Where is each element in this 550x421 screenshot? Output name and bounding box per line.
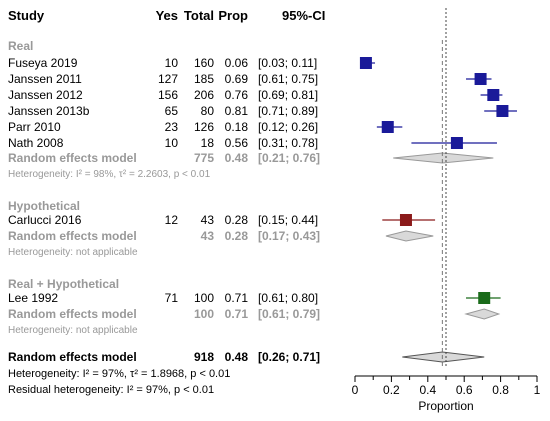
study-point: [478, 292, 491, 304]
study-name: Janssen 2011: [8, 72, 82, 86]
study-yes: 156: [158, 88, 178, 102]
subgroup-summary-total: 775: [194, 151, 214, 165]
x-tick-label: 1: [534, 383, 541, 397]
study-yes: 10: [165, 56, 179, 70]
study-point: [381, 121, 394, 133]
x-tick-label: 0.2: [383, 383, 400, 397]
study-name: Nath 2008: [8, 136, 64, 150]
study-total: 43: [201, 213, 215, 227]
x-tick-label: 0: [352, 383, 359, 397]
study-prop: 0.18: [225, 120, 249, 134]
column-header-ci: 95%-CI: [282, 8, 325, 23]
column-header-yes: Yes: [156, 8, 178, 23]
subgroup-summary-total: 100: [194, 307, 214, 321]
subgroup-summary-ci: [0.17; 0.43]: [258, 229, 320, 243]
subgroup-summary-label: Random effects model: [8, 307, 137, 321]
subgroup-label: Hypothetical: [8, 199, 80, 213]
column-header-study: Study: [8, 8, 45, 23]
residual-heterogeneity: Residual heterogeneity: I² = 97%, p < 0.…: [8, 384, 214, 396]
study-yes: 71: [165, 291, 179, 305]
study-total: 185: [194, 72, 214, 86]
subgroup-summary-label: Random effects model: [8, 229, 137, 243]
subgroup-diamond: [393, 152, 494, 164]
subgroup-diamond: [464, 308, 501, 320]
x-tick-label: 0.6: [456, 383, 473, 397]
overall-diamond: [402, 351, 485, 363]
study-yes: 127: [158, 72, 178, 86]
study-ci: [0.12; 0.26]: [258, 120, 318, 134]
subgroup-summary-total: 43: [201, 229, 215, 243]
study-point: [474, 73, 487, 85]
x-tick-label: 0.8: [492, 383, 509, 397]
overall-summary-label: Random effects model: [8, 350, 137, 364]
subgroup-summary-ci: [0.61; 0.79]: [258, 307, 320, 321]
study-point: [496, 105, 509, 117]
study-prop: 0.71: [225, 291, 249, 305]
study-ci: [0.31; 0.78]: [258, 136, 318, 150]
subgroup-summary-label: Random effects model: [8, 151, 137, 165]
study-total: 18: [201, 136, 215, 150]
study-name: Janssen 2013b: [8, 104, 90, 118]
study-prop: 0.28: [225, 213, 249, 227]
study-prop: 0.56: [225, 136, 249, 150]
study-point: [399, 214, 412, 226]
study-prop: 0.06: [225, 56, 249, 70]
study-ci: [0.61; 0.75]: [258, 72, 318, 86]
study-total: 80: [201, 104, 215, 118]
subgroup-summary-prop: 0.71: [225, 307, 249, 321]
subgroup-heterogeneity: Heterogeneity: I² = 98%, τ² = 2.2603, p …: [8, 169, 211, 180]
study-name: Lee 1992: [8, 291, 58, 305]
study-point: [450, 137, 463, 149]
study-prop: 0.69: [225, 72, 249, 86]
study-point: [359, 57, 372, 69]
subgroup-summary-prop: 0.28: [225, 229, 249, 243]
study-name: Carlucci 2016: [8, 213, 82, 227]
column-header-prop: Prop: [218, 8, 248, 23]
study-total: 160: [194, 56, 214, 70]
subgroup-summary-ci: [0.21; 0.76]: [258, 151, 320, 165]
overall-heterogeneity: Heterogeneity: I² = 97%, τ² = 1.8968, p …: [8, 368, 230, 380]
study-ci: [0.15; 0.44]: [258, 213, 318, 227]
study-ci: [0.69; 0.81]: [258, 88, 318, 102]
study-point: [487, 89, 500, 101]
study-name: Janssen 2012: [8, 88, 83, 102]
overall-summary-prop: 0.48: [225, 350, 249, 364]
study-name: Parr 2010: [8, 120, 61, 134]
study-yes: 65: [165, 104, 179, 118]
study-prop: 0.81: [225, 104, 249, 118]
study-total: 100: [194, 291, 214, 305]
study-ci: [0.61; 0.80]: [258, 291, 318, 305]
x-axis-label: Proportion: [418, 399, 473, 413]
subgroup-heterogeneity: Heterogeneity: not applicable: [8, 325, 138, 336]
study-prop: 0.76: [225, 88, 249, 102]
study-total: 206: [194, 88, 214, 102]
study-yes: 10: [165, 136, 179, 150]
study-yes: 23: [165, 120, 179, 134]
study-total: 126: [194, 120, 214, 134]
column-header-total: Total: [184, 8, 214, 23]
study-ci: [0.03; 0.11]: [258, 56, 317, 70]
x-tick-label: 0.4: [419, 383, 436, 397]
subgroup-diamond: [385, 230, 434, 242]
subgroup-label: Real + Hypothetical: [8, 277, 119, 291]
subgroup-summary-prop: 0.48: [225, 151, 249, 165]
study-ci: [0.71; 0.89]: [258, 104, 318, 118]
subgroup-label: Real: [8, 39, 33, 53]
subgroup-heterogeneity: Heterogeneity: not applicable: [8, 247, 138, 258]
study-name: Fuseya 2019: [8, 56, 78, 70]
overall-summary-ci: [0.26; 0.71]: [258, 350, 320, 364]
overall-summary-total: 918: [194, 350, 214, 364]
study-yes: 12: [165, 213, 179, 227]
